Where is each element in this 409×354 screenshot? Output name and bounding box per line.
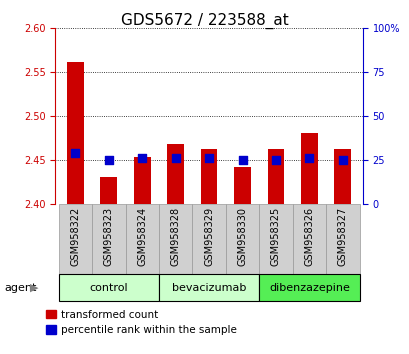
Text: GSM958327: GSM958327	[337, 207, 347, 266]
Text: GSM958323: GSM958323	[103, 207, 114, 266]
Legend: transformed count, percentile rank within the sample: transformed count, percentile rank withi…	[46, 310, 236, 335]
Bar	[192, 204, 225, 274]
Point	[172, 155, 178, 161]
Point	[306, 155, 312, 161]
Bar	[325, 204, 359, 274]
Text: agent: agent	[4, 282, 36, 293]
Point	[272, 157, 279, 162]
Point	[105, 157, 112, 162]
Bar	[67, 62, 83, 204]
Bar	[100, 177, 117, 204]
Bar	[292, 204, 325, 274]
Point	[239, 157, 245, 162]
Text: GDS5672 / 223588_at: GDS5672 / 223588_at	[121, 12, 288, 29]
Text: GSM958324: GSM958324	[137, 207, 147, 266]
Bar	[92, 204, 125, 274]
Text: GSM958328: GSM958328	[170, 207, 180, 266]
Text: control: control	[89, 282, 128, 293]
Point	[72, 150, 79, 155]
Text: GSM958322: GSM958322	[70, 207, 80, 266]
Text: GSM958325: GSM958325	[270, 207, 280, 266]
Bar	[134, 157, 150, 204]
Bar	[267, 149, 283, 204]
Bar	[300, 133, 317, 204]
Bar	[258, 274, 359, 301]
Bar	[334, 149, 350, 204]
Bar	[234, 167, 250, 204]
Text: ▶: ▶	[30, 282, 38, 293]
Point	[339, 157, 345, 162]
Bar	[159, 204, 192, 274]
Text: GSM958329: GSM958329	[204, 207, 213, 266]
Bar	[58, 274, 159, 301]
Bar	[258, 204, 292, 274]
Point	[139, 155, 145, 161]
Text: bevacizumab: bevacizumab	[171, 282, 246, 293]
Bar	[125, 204, 159, 274]
Text: GSM958330: GSM958330	[237, 207, 247, 266]
Bar	[58, 204, 92, 274]
Text: GSM958326: GSM958326	[303, 207, 314, 266]
Point	[205, 155, 212, 161]
Text: dibenzazepine: dibenzazepine	[268, 282, 349, 293]
Bar	[225, 204, 258, 274]
Bar	[200, 149, 217, 204]
Bar	[159, 274, 258, 301]
Bar	[167, 144, 184, 204]
